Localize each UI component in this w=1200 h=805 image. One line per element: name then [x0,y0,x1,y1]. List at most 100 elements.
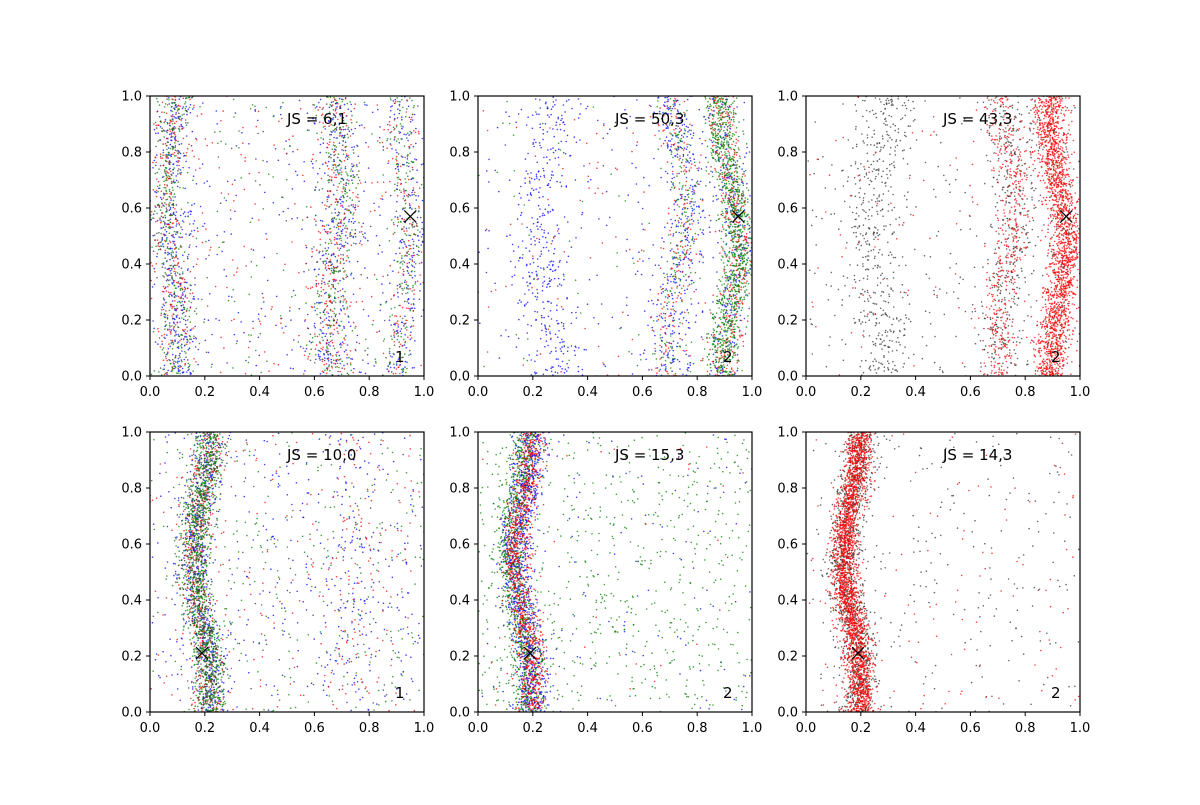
scatter-point [384,320,386,322]
scatter-point [173,271,175,273]
scatter-point [178,181,180,183]
scatter-point [547,114,549,116]
scatter-point [320,348,322,350]
scatter-point [189,210,191,212]
scatter-point [393,233,395,235]
scatter-point [664,227,666,229]
scatter-point [342,101,344,103]
scatter-point [559,283,561,285]
scatter-point [339,238,341,240]
scatter-point [641,250,643,252]
scatter-point [539,255,541,257]
scatter-point [178,296,180,298]
scatter-point [326,258,328,260]
scatter-point [167,246,169,248]
scatter-point [397,339,399,341]
scatter-point [686,144,688,146]
scatter-point [335,366,337,368]
scatter-point [394,322,396,324]
scatter-point [408,166,410,168]
scatter-point [690,252,692,254]
scatter-point [339,355,341,357]
scatter-point [343,307,345,309]
scatter-point [667,105,669,107]
scatter-point [528,289,530,291]
scatter-point [587,106,589,108]
scatter-point [177,322,179,324]
scatter-point [185,356,187,358]
scatter-point [416,223,418,225]
scatter-point [412,277,414,279]
scatter-point [683,136,685,138]
scatter-point [168,269,170,271]
scatter-point [698,205,700,207]
scatter-point [319,312,321,314]
scatter-point [157,204,159,206]
scatter-point [685,167,687,169]
scatter-point [327,305,329,307]
scatter-point [382,276,384,278]
scatter-point [402,164,404,166]
scatter-point [747,320,749,322]
scatter-point [174,309,176,311]
scatter-point [394,344,396,346]
scatter-point [554,235,556,237]
scatter-point [170,199,172,201]
scatter-point [238,147,240,149]
scatter-point [163,193,165,195]
scatter-point [347,228,349,230]
scatter-point [737,140,739,142]
scatter-point [175,233,177,235]
scatter-point [160,157,162,159]
scatter-point [726,208,728,210]
scatter-point [328,351,330,353]
scatter-point [678,188,680,190]
scatter-point [737,184,739,186]
scatter-point [327,165,329,167]
scatter-point [220,337,222,339]
scatter-point [526,227,528,229]
scatter-point [338,351,340,353]
scatter-point [353,222,355,224]
scatter-point [155,146,157,148]
scatter-point [190,112,192,114]
scatter-point [181,229,183,231]
scatter-point [412,169,414,171]
scatter-point [415,263,417,265]
scatter-point [363,309,365,311]
scatter-point [404,192,406,194]
scatter-point [251,276,253,278]
scatter-point [389,121,391,123]
scatter-point [715,99,717,101]
scatter-point [328,364,330,366]
scatter-point [746,152,748,154]
scatter-point [560,371,562,373]
scatter-point [742,182,744,184]
scatter-point [160,165,162,167]
scatter-point [550,368,552,370]
scatter-point [702,310,704,312]
scatter-point [606,191,608,193]
scatter-point [345,242,347,244]
scatter-point [712,110,714,112]
scatter-point [177,361,179,363]
scatter-point [408,106,410,108]
scatter-point [325,336,327,338]
scatter-point [402,126,404,128]
scatter-point [156,111,158,113]
scatter-point [684,312,686,314]
scatter-point [194,277,196,279]
scatter-point [353,278,355,280]
scatter-point [551,351,553,353]
scatter-point [291,349,293,351]
scatter-point [397,189,399,191]
scatter-point [347,276,349,278]
scatter-point [188,368,190,370]
scatter-point [409,117,411,119]
scatter-point [541,229,543,231]
scatter-point [530,244,532,246]
scatter-point [319,168,321,170]
scatter-point [564,124,566,126]
scatter-point [414,340,416,342]
scatter-point [360,182,362,184]
